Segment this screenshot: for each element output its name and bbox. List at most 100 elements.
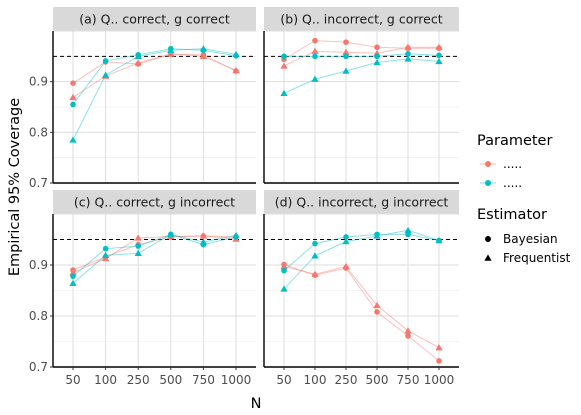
data-point-triangle	[134, 234, 142, 241]
series-param_1-bayesian	[281, 261, 442, 364]
data-point-triangle	[167, 46, 175, 53]
data-point-triangle	[232, 50, 240, 58]
data-point-circle	[281, 267, 287, 274]
legend-layer: Parameter.......... Estimator Bayesian Freq…	[477, 133, 571, 265]
panel-strip	[53, 190, 256, 214]
legend-item-parameter: .....	[480, 176, 522, 190]
legend-key-triangle	[484, 254, 492, 261]
series-param_2-bayesian	[281, 51, 442, 60]
data-point-triangle	[373, 232, 381, 239]
legend-key-circle	[485, 236, 491, 242]
panel-strip	[53, 7, 256, 31]
series-line	[283, 229, 440, 290]
series-line	[283, 58, 440, 94]
panel-1: (a) Q.. correct, g correct 0.7 0.8 0.9	[29, 7, 256, 190]
data-point-circle	[343, 39, 349, 45]
series-line	[284, 53, 440, 57]
x-tick-label: 50	[276, 373, 291, 387]
data-point-triangle	[69, 269, 77, 276]
legend-item-estimator: Bayesian	[485, 232, 558, 246]
data-point-triangle	[404, 43, 412, 50]
series-param_1-frequentist	[69, 232, 240, 276]
panel-title: (b) Q.. incorrect, g correct	[280, 12, 442, 27]
data-point-triangle	[373, 301, 381, 308]
data-point-triangle	[199, 45, 207, 52]
series-param_2-frequentist	[280, 55, 443, 97]
data-point-triangle	[311, 270, 319, 277]
data-point-triangle	[102, 251, 110, 259]
data-point-circle	[70, 273, 76, 280]
data-point-triangle	[280, 285, 288, 292]
y-tick-label: 0.7	[29, 360, 48, 374]
panels-layer: (a) Q.. correct, g correct 0.7 0.8 0.9 (b) Q…	[29, 7, 459, 387]
data-point-circle	[312, 53, 318, 60]
data-point-circle	[343, 53, 349, 60]
data-point-triangle	[404, 55, 412, 62]
x-tick-label: 100	[304, 373, 327, 387]
panel-3: (c) Q.. correct, g incorrect 0.7 0.8 0.9 50 1…	[29, 190, 256, 387]
data-point-triangle	[232, 66, 240, 74]
data-point-triangle	[199, 238, 207, 245]
data-point-triangle	[199, 232, 207, 239]
x-tick-label: 500	[366, 373, 389, 387]
data-point-triangle	[342, 237, 350, 245]
data-point-circle	[343, 234, 349, 240]
legend-title-estimator: Estimator	[477, 207, 547, 223]
series-param_2-bayesian	[70, 231, 239, 280]
series-line	[72, 233, 237, 277]
series-param_2-frequentist	[69, 45, 240, 143]
data-point-circle	[312, 37, 318, 44]
data-point-circle	[70, 101, 76, 108]
x-tick-label: 750	[192, 373, 215, 387]
data-point-triangle	[69, 279, 77, 287]
data-point-triangle	[373, 58, 381, 66]
x-tick-label: 1000	[424, 373, 455, 387]
data-point-triangle	[232, 231, 240, 239]
series-line	[72, 235, 237, 271]
legend-key-point	[485, 180, 491, 186]
data-point-triangle	[435, 236, 443, 244]
series-line	[283, 40, 439, 60]
data-point-triangle	[134, 59, 142, 66]
series-line	[72, 53, 237, 98]
panel-title: (a) Q.. correct, g correct	[79, 12, 230, 27]
data-point-circle	[281, 53, 287, 60]
axis-layer: Empirical 95% Coverage N	[7, 98, 261, 412]
x-tick-label: 100	[94, 373, 117, 387]
y-axis-title: Empirical 95% Coverage	[7, 98, 23, 276]
x-tick-label: 750	[397, 373, 420, 387]
data-point-circle	[436, 52, 442, 59]
panel-4: (d) Q.. incorrect, g incorrect 50 100 250 50…	[263, 190, 459, 387]
data-point-triangle	[311, 252, 319, 259]
series-line	[72, 233, 237, 284]
series-param_2-bayesian	[70, 45, 239, 108]
data-point-triangle	[199, 52, 207, 60]
data-point-circle	[70, 80, 76, 86]
y-tick-label: 0.9	[29, 258, 48, 272]
series-param_2-frequentist	[69, 230, 240, 287]
data-point-circle	[405, 333, 411, 339]
series-line	[283, 264, 440, 362]
legend-item-estimator: Frequentist	[484, 251, 571, 265]
x-tick-label: 1000	[221, 373, 252, 387]
data-point-triangle	[342, 262, 350, 270]
x-tick-label: 500	[159, 373, 182, 387]
data-point-triangle	[134, 249, 142, 256]
data-point-circle	[312, 240, 318, 247]
y-tick-label: 0.8	[29, 309, 48, 323]
data-point-circle	[374, 53, 380, 60]
data-point-circle	[436, 358, 442, 364]
x-axis-title: N	[251, 396, 262, 412]
data-point-triangle	[435, 344, 443, 351]
data-point-triangle	[404, 226, 412, 234]
y-tick-label: 0.7	[29, 176, 48, 190]
series-line	[72, 235, 237, 274]
data-point-circle	[102, 58, 109, 64]
data-point-triangle	[102, 71, 110, 78]
data-point-triangle	[167, 50, 175, 57]
series-param_1-frequentist	[280, 262, 443, 351]
data-point-triangle	[167, 230, 175, 238]
panel-title: (d) Q.. incorrect, g incorrect	[275, 195, 449, 210]
series-param_1-bayesian	[281, 37, 442, 63]
